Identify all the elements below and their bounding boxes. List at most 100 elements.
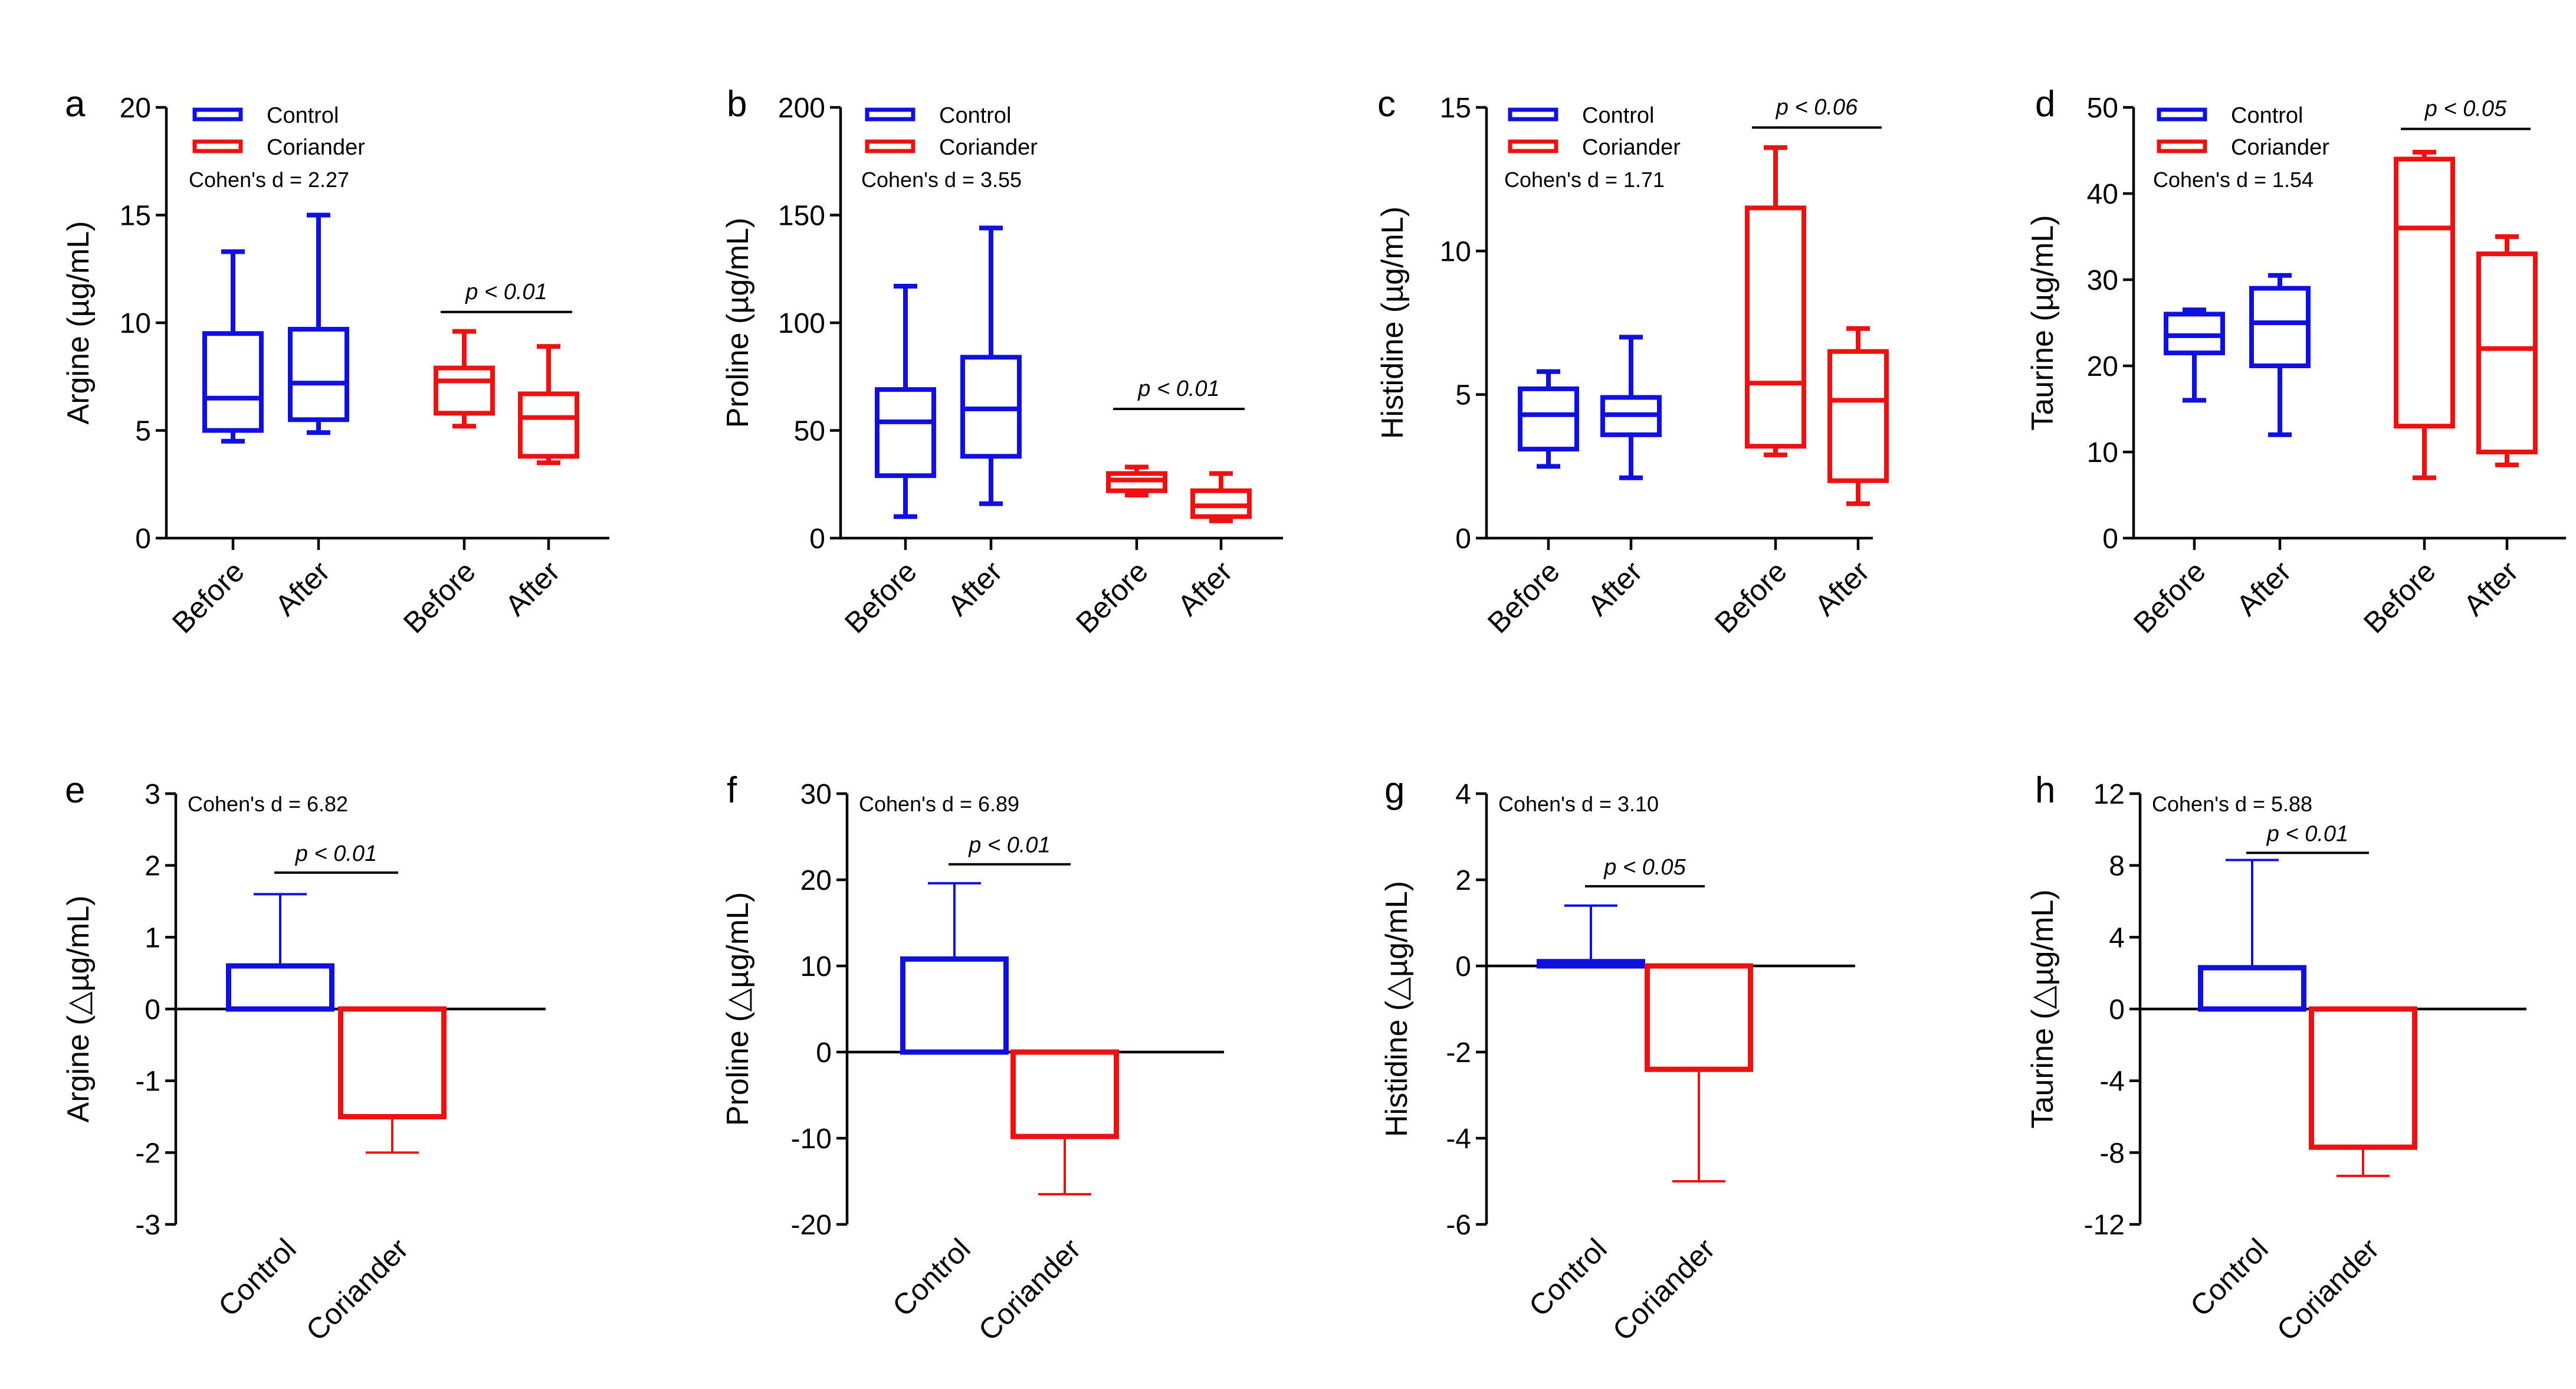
- box-c-0: [1518, 369, 1579, 469]
- box-c-1: [1600, 335, 1662, 480]
- x-tick-label-e: Control: [212, 1232, 303, 1323]
- box-d-3: [2476, 234, 2538, 467]
- bar-g-1: [1645, 963, 1753, 1182]
- x-tick-label-c: After: [1809, 555, 1876, 622]
- legend-a: Control Coriander: [192, 103, 365, 160]
- y-axis-label-a: Argine (µg/mL): [61, 221, 96, 425]
- box-b-3: [1190, 471, 1252, 523]
- bar-rect: [1537, 959, 1645, 969]
- legend-swatch-control: [865, 107, 915, 122]
- y-tick-label-b: 0: [809, 523, 825, 555]
- y-tick-label-h: 0: [2109, 994, 2125, 1026]
- y-tick-label-e: 0: [145, 994, 160, 1026]
- bar-e-1: [338, 1006, 447, 1154]
- panel-a: a 0 5 10 15 20 Argine (µg/mL) Before After Before…: [61, 84, 609, 640]
- legend-b: Control Coriander: [865, 103, 1038, 160]
- cohen-d-f: Cohen's d = 6.89: [859, 792, 1019, 816]
- x-tick-label-b: After: [1171, 555, 1239, 622]
- pvalue-label-d: p < 0.05: [2424, 97, 2507, 122]
- y-tick-label-a: 0: [135, 523, 151, 555]
- y-tick-label-d: 30: [2087, 265, 2118, 296]
- box-b-0: [875, 283, 936, 519]
- bar-g-0: [1537, 904, 1645, 969]
- bar-f-0: [900, 882, 1009, 1055]
- box-a-3: [518, 344, 579, 466]
- x-tick-label-d: Before: [2127, 555, 2212, 640]
- panel-label-d: d: [2035, 84, 2055, 125]
- y-tick-label-a: 5: [135, 416, 151, 447]
- x-tick-label-b: Before: [1069, 555, 1154, 640]
- legend-label-coriander: Coriander: [267, 135, 365, 160]
- y-tick-label-e: 2: [145, 851, 160, 882]
- box-iqr: [1518, 386, 1579, 452]
- y-tick-label-c: 0: [1455, 523, 1471, 555]
- y-axis-label-e: Argine (△µg/mL): [61, 896, 96, 1123]
- panel-h: h -12 -8 -4 0 4 8 12 Taurine (△µg/mL) ControlCori…: [2026, 770, 2526, 1347]
- y-tick-label-g: -4: [1446, 1123, 1471, 1155]
- box-d-1: [2249, 273, 2311, 437]
- legend-label-coriander: Coriander: [1582, 135, 1681, 160]
- box-b-2: [1106, 464, 1167, 497]
- legend-c: Control Coriander: [1508, 103, 1681, 160]
- bar-rect: [1645, 963, 1753, 1072]
- x-tick-label-g: Control: [1522, 1232, 1613, 1323]
- pvalue-label-g: p < 0.05: [1603, 855, 1686, 880]
- y-tick-label-f: -10: [791, 1123, 832, 1155]
- y-tick-label-b: 200: [778, 93, 825, 124]
- y-tick-label-b: 100: [778, 308, 825, 339]
- bar-e-0: [226, 893, 334, 1012]
- box-iqr: [1827, 349, 1889, 483]
- legend-label-coriander: Coriander: [939, 135, 1038, 160]
- legend-swatch-coriander: [1508, 139, 1558, 153]
- y-tick-label-g: 2: [1455, 865, 1471, 896]
- cohen-d-e: Cohen's d = 6.82: [188, 792, 348, 816]
- y-tick-label-d: 10: [2087, 437, 2118, 469]
- cohen-d-h: Cohen's d = 5.88: [2152, 792, 2312, 816]
- pvalue-label-h: p < 0.01: [2266, 821, 2348, 846]
- legend-label-control: Control: [2231, 103, 2303, 128]
- y-tick-label-a: 15: [120, 201, 151, 232]
- pvalue-label-a: p < 0.01: [465, 280, 547, 304]
- bar-rect: [226, 963, 334, 1012]
- panel-e: e -3 -2 -1 0 1 2 3 Argine (△µg/mL) ControlCoriand…: [61, 770, 546, 1347]
- box-iqr: [1745, 205, 1806, 449]
- box-iqr: [288, 326, 349, 422]
- x-tick-label-h: Control: [2184, 1232, 2275, 1323]
- y-tick-label-e: 1: [145, 922, 160, 954]
- x-tick-label-f: Control: [886, 1232, 977, 1323]
- x-tick-label-d: Before: [2357, 555, 2442, 640]
- pvalue-label-f: p < 0.01: [968, 833, 1050, 858]
- y-axis-label-c: Histidine (µg/mL): [1376, 207, 1410, 439]
- x-tick-label-c: Before: [1481, 555, 1566, 640]
- legend-swatch-coriander: [2157, 139, 2207, 153]
- box-d-2: [2394, 149, 2455, 480]
- x-tick-label-f: Coriander: [972, 1232, 1087, 1347]
- panel-f: f -20 -10 0 10 20 30 Proline (△µg/mL) ControlCor…: [721, 770, 1224, 1347]
- box-iqr: [202, 331, 264, 433]
- box-c-3: [1827, 326, 1889, 506]
- box-a-0: [202, 249, 264, 444]
- bar-rect: [1010, 1049, 1119, 1139]
- legend-swatch-control: [2157, 107, 2207, 122]
- y-tick-label-d: 50: [2087, 93, 2118, 124]
- y-tick-label-g: 4: [1455, 779, 1471, 810]
- cohen-d-a: Cohen's d = 2.27: [189, 168, 349, 192]
- bar-h-1: [2309, 1006, 2417, 1177]
- y-tick-label-h: 4: [2109, 922, 2125, 954]
- bar-rect: [2198, 965, 2306, 1012]
- y-tick-label-h: -8: [2099, 1138, 2125, 1169]
- x-tick-label-a: After: [269, 555, 336, 622]
- box-a-2: [434, 329, 495, 429]
- x-tick-label-e: Coriander: [300, 1232, 415, 1347]
- box-a-1: [288, 212, 349, 435]
- y-tick-label-f: 20: [800, 865, 832, 896]
- y-tick-label-g: -6: [1446, 1210, 1471, 1241]
- cohen-d-d: Cohen's d = 1.54: [2153, 168, 2314, 192]
- y-tick-label-g: -2: [1446, 1037, 1471, 1069]
- panel-g: g -6 -4 -2 0 2 4 Histidine (△µg/mL) ControlCoria…: [1380, 770, 1855, 1347]
- legend-label-coriander: Coriander: [2231, 135, 2329, 160]
- box-iqr: [2249, 286, 2311, 368]
- x-tick-label-d: After: [2230, 555, 2298, 622]
